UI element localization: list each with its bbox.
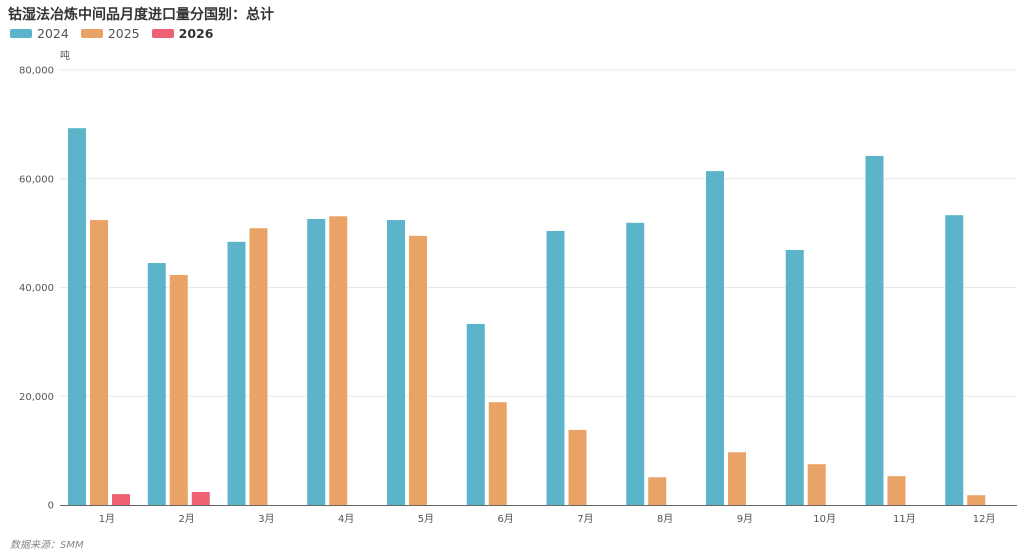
bar-2024-11月 (865, 155, 884, 505)
bar-2025-2月 (169, 274, 188, 505)
bar-2025-12月 (967, 495, 986, 505)
y-tick-label: 20,000 (19, 392, 54, 403)
bar-2024-12月 (945, 215, 964, 505)
bar-2024-6月 (466, 323, 485, 505)
y-tick-label: 0 (48, 501, 54, 512)
bar-2025-10月 (807, 464, 826, 505)
bar-2025-1月 (90, 220, 108, 505)
bar-2025-4月 (329, 216, 348, 506)
legend-item-2026[interactable]: 2026 (151, 26, 214, 41)
y-axis-unit: 吨 (60, 51, 70, 62)
bar-2024-1月 (68, 128, 86, 505)
chart-title: 钴湿法冶炼中间品月度进口量分国别：总计 (8, 7, 274, 23)
bar-2026-1月 (112, 494, 130, 505)
legend-label: 2024 (37, 26, 69, 41)
bar-2024-5月 (387, 220, 405, 505)
legend: 2024 2025 2026 (10, 26, 213, 41)
bar-2025-5月 (409, 235, 427, 505)
bar-2024-10月 (785, 249, 804, 505)
x-tick-label: 7月 (577, 513, 593, 525)
x-tick-label: 8月 (657, 513, 673, 525)
legend-label: 2025 (107, 26, 140, 41)
y-tick-label: 60,000 (19, 174, 54, 185)
x-tick-label: 2月 (178, 513, 194, 525)
x-tick-label: 12月 (973, 513, 996, 525)
legend-swatch (151, 29, 174, 38)
y-tick-label: 80,000 (19, 66, 54, 77)
bar-2024-7月 (546, 230, 565, 505)
bar-2024-2月 (147, 263, 166, 505)
bar-2024-3月 (227, 241, 246, 505)
data-source: 数据来源：SMM (10, 540, 84, 551)
bar-2024-4月 (307, 218, 326, 506)
x-tick-label: 9月 (737, 513, 753, 525)
bar-2026-2月 (191, 491, 210, 505)
bar-2024-8月 (626, 222, 645, 505)
x-tick-label: 5月 (418, 513, 434, 525)
x-tick-label: 10月 (813, 513, 836, 525)
legend-swatch (80, 29, 103, 38)
bar-2025-8月 (648, 477, 667, 505)
bar-2025-11月 (887, 476, 906, 505)
legend-swatch (10, 29, 32, 38)
bar-2025-9月 (728, 452, 746, 505)
y-tick-label: 40,000 (19, 283, 54, 294)
x-tick-label: 6月 (497, 513, 513, 525)
bar-2025-7月 (568, 429, 587, 505)
x-tick-label: 3月 (258, 513, 274, 525)
x-tick-label: 1月 (99, 513, 115, 525)
x-tick-label: 11月 (893, 513, 916, 525)
x-tick-label: 4月 (338, 513, 354, 525)
legend-item-2025[interactable]: 2025 (80, 26, 140, 41)
legend-item-2024[interactable]: 2024 (10, 26, 69, 41)
bar-2025-3月 (249, 228, 268, 505)
bar-2025-6月 (488, 402, 507, 505)
legend-label: 2026 (178, 26, 214, 41)
bar-2024-9月 (706, 171, 724, 505)
